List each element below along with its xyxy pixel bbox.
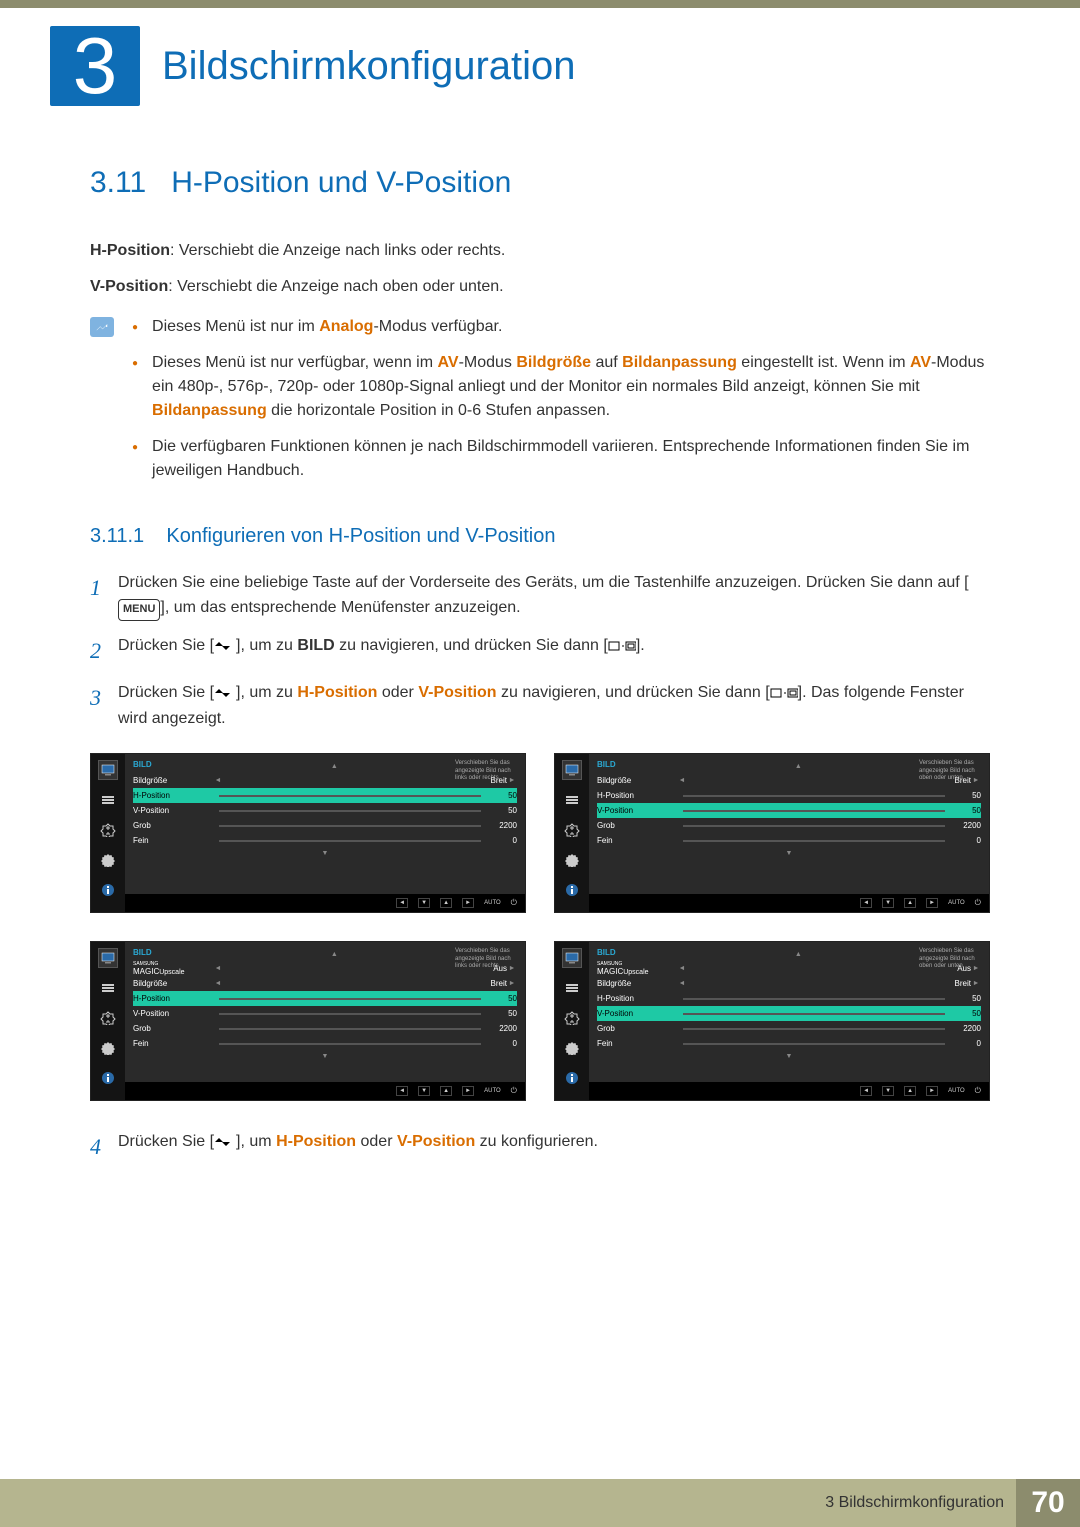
chapter-number-box: 3 xyxy=(50,26,140,106)
bullet-dot-icon: ● xyxy=(132,315,138,339)
up-down-icon xyxy=(214,637,236,654)
bullet-dot-icon: ● xyxy=(132,351,138,423)
hpos-label: H-Position xyxy=(90,242,170,259)
hpos-text: : Verschiebt die Anzeige nach links oder… xyxy=(170,242,505,259)
info-block: ● Dieses Menü ist nur im Analog-Modus ve… xyxy=(90,315,990,495)
hposition-desc: H-Position: Verschiebt die Anzeige nach … xyxy=(90,240,990,262)
top-accent xyxy=(0,0,1080,8)
subsection-heading: 3.11.1 Konfigurieren von H-Position und … xyxy=(90,525,990,548)
bullet-2: ● Dieses Menü ist nur verfügbar, wenn im… xyxy=(132,351,990,423)
vposition-desc: V-Position: Verschiebt die Anzeige nach … xyxy=(90,276,990,298)
bullet-2-text: Dieses Menü ist nur verfügbar, wenn im A… xyxy=(152,351,990,423)
bullet-1-text: Dieses Menü ist nur im Analog-Modus verf… xyxy=(152,315,502,339)
section-number: 3.11 xyxy=(90,166,146,199)
info-bullets: ● Dieses Menü ist nur im Analog-Modus ve… xyxy=(132,315,990,495)
page-header: 3 Bildschirmkonfiguration xyxy=(0,8,1080,106)
section-heading: 3.11 H-Position und V-Position xyxy=(90,166,990,200)
step-4-body: Drücken Sie [], um H-Position oder V-Pos… xyxy=(118,1129,990,1164)
vpos-text: : Verschiebt die Anzeige nach oben oder … xyxy=(168,278,503,295)
steps-list: 1 Drücken Sie eine beliebige Taste auf d… xyxy=(90,570,990,732)
osd-grid: BILD▲ Bildgröße◄Breit►H-Position50V-Posi… xyxy=(90,753,990,1101)
bullet-1: ● Dieses Menü ist nur im Analog-Modus ve… xyxy=(132,315,990,339)
step-4: 4 Drücken Sie [], um H-Position oder V-P… xyxy=(90,1129,990,1164)
osd-panel-c: BILD▲ SAMSUNGMAGICUpscale◄Aus►Bildgröße◄… xyxy=(90,941,526,1101)
bullet-3-text: Die verfügbaren Funktionen können je nac… xyxy=(152,435,990,483)
note-icon xyxy=(90,317,114,337)
step-1-body: Drücken Sie eine beliebige Taste auf der… xyxy=(118,570,990,621)
steps-list-2: 4 Drücken Sie [], um H-Position oder V-P… xyxy=(90,1129,990,1164)
up-down-icon xyxy=(214,684,236,701)
chapter-title: Bildschirmkonfiguration xyxy=(162,44,576,89)
footer-page-number: 70 xyxy=(1016,1479,1080,1527)
step-number: 3 xyxy=(90,680,118,731)
osd-panel-d: BILD▲ SAMSUNGMAGICUpscale◄Aus►Bildgröße◄… xyxy=(554,941,990,1101)
menu-key-icon: MENU xyxy=(118,599,160,621)
bullet-dot-icon: ● xyxy=(132,435,138,483)
step-number: 2 xyxy=(90,633,118,668)
osd-panel-b: BILD▲ Bildgröße◄Breit►H-Position50V-Posi… xyxy=(554,753,990,913)
step-2: 2 Drücken Sie [], um zu BILD zu navigier… xyxy=(90,633,990,668)
enter-icon xyxy=(770,684,798,701)
step-3-body: Drücken Sie [], um zu H-Position oder V-… xyxy=(118,680,990,731)
vpos-label: V-Position xyxy=(90,278,168,295)
step-number: 4 xyxy=(90,1129,118,1164)
osd-panel-a: BILD▲ Bildgröße◄Breit►H-Position50V-Posi… xyxy=(90,753,526,913)
subsection-number: 3.11.1 xyxy=(90,525,144,547)
step-number: 1 xyxy=(90,570,118,621)
up-down-icon xyxy=(214,1133,236,1150)
section-title: H-Position und V-Position xyxy=(171,166,511,199)
step-3: 3 Drücken Sie [], um zu H-Position oder … xyxy=(90,680,990,731)
footer-chapter-ref: 3 Bildschirmkonfiguration xyxy=(825,1494,1004,1512)
bullet-3: ● Die verfügbaren Funktionen können je n… xyxy=(132,435,990,483)
step-1: 1 Drücken Sie eine beliebige Taste auf d… xyxy=(90,570,990,621)
step-2-body: Drücken Sie [], um zu BILD zu navigieren… xyxy=(118,633,990,668)
subsection-title: Konfigurieren von H-Position und V-Posit… xyxy=(166,525,555,547)
content-area: 3.11 H-Position und V-Position H-Positio… xyxy=(0,106,1080,1297)
enter-icon xyxy=(608,637,636,654)
page-footer: 3 Bildschirmkonfiguration 70 xyxy=(0,1479,1080,1527)
